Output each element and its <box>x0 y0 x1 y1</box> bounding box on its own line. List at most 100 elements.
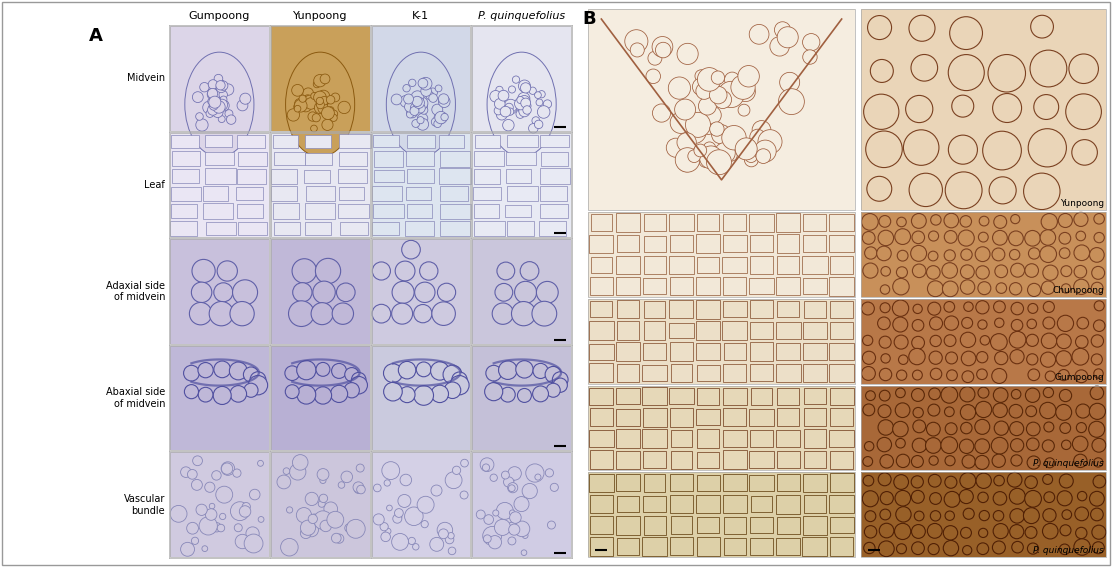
Circle shape <box>894 475 909 489</box>
Circle shape <box>437 522 453 538</box>
Circle shape <box>419 106 428 115</box>
Circle shape <box>506 108 514 115</box>
Circle shape <box>244 367 259 382</box>
Circle shape <box>300 528 311 539</box>
Bar <box>696 277 719 295</box>
Circle shape <box>944 231 957 243</box>
Circle shape <box>408 538 416 544</box>
Circle shape <box>215 103 221 110</box>
Circle shape <box>529 87 536 94</box>
Circle shape <box>688 150 701 163</box>
Bar <box>371 26 470 130</box>
Circle shape <box>493 303 514 324</box>
Circle shape <box>508 485 515 492</box>
Circle shape <box>401 240 420 259</box>
Circle shape <box>865 247 877 259</box>
Circle shape <box>1076 404 1090 418</box>
Circle shape <box>1074 279 1089 294</box>
Bar <box>371 239 470 344</box>
Bar <box>507 187 538 201</box>
Circle shape <box>960 439 974 454</box>
Circle shape <box>312 281 336 303</box>
Bar <box>697 365 719 381</box>
Circle shape <box>214 97 221 105</box>
Circle shape <box>316 362 330 376</box>
Bar <box>724 538 745 555</box>
Bar <box>588 386 855 470</box>
Circle shape <box>299 95 306 102</box>
Circle shape <box>961 280 975 294</box>
Circle shape <box>929 388 941 400</box>
Circle shape <box>497 262 515 280</box>
Circle shape <box>318 500 325 507</box>
Circle shape <box>546 383 560 397</box>
Circle shape <box>931 215 941 225</box>
Bar <box>723 408 746 426</box>
Bar <box>406 188 431 200</box>
Circle shape <box>517 388 532 403</box>
Bar <box>669 495 694 513</box>
Circle shape <box>314 81 320 88</box>
Circle shape <box>553 378 567 392</box>
Circle shape <box>314 74 326 87</box>
Circle shape <box>1090 386 1103 400</box>
Bar <box>804 235 826 252</box>
Circle shape <box>384 480 390 486</box>
Circle shape <box>1094 232 1104 243</box>
Circle shape <box>931 368 942 380</box>
Bar <box>861 9 1106 210</box>
Circle shape <box>929 456 939 465</box>
Bar <box>170 452 269 557</box>
Bar <box>804 451 826 468</box>
Circle shape <box>976 473 991 488</box>
Bar <box>697 214 719 231</box>
Circle shape <box>414 304 431 323</box>
Circle shape <box>980 336 990 345</box>
Circle shape <box>1040 403 1056 418</box>
Circle shape <box>1093 475 1105 488</box>
Bar <box>723 321 747 340</box>
Circle shape <box>304 95 311 103</box>
Circle shape <box>631 43 644 57</box>
Bar <box>616 277 641 295</box>
Bar <box>751 365 773 382</box>
Bar <box>170 26 269 130</box>
Circle shape <box>516 361 533 378</box>
Bar <box>339 187 364 200</box>
Circle shape <box>335 534 344 543</box>
Bar <box>588 9 855 210</box>
Circle shape <box>1042 523 1058 539</box>
Circle shape <box>208 98 215 105</box>
Circle shape <box>504 472 515 483</box>
Circle shape <box>191 537 199 544</box>
Circle shape <box>1026 438 1039 451</box>
Bar <box>861 212 1106 297</box>
Circle shape <box>245 534 262 553</box>
Circle shape <box>725 72 739 87</box>
Circle shape <box>1093 458 1103 467</box>
Bar <box>306 187 335 201</box>
Bar <box>861 299 1106 383</box>
Bar <box>371 239 470 344</box>
Bar <box>407 151 435 166</box>
Bar <box>776 494 801 514</box>
Circle shape <box>206 109 214 117</box>
Circle shape <box>485 383 503 401</box>
Bar <box>270 346 369 450</box>
Bar <box>671 451 692 469</box>
Circle shape <box>712 125 731 144</box>
Circle shape <box>1043 265 1058 280</box>
Circle shape <box>909 348 925 365</box>
Bar <box>371 346 470 450</box>
Text: Vascular
bundle: Vascular bundle <box>123 494 165 515</box>
Bar <box>777 234 800 253</box>
Circle shape <box>1010 350 1024 364</box>
Circle shape <box>1075 370 1088 383</box>
Circle shape <box>895 388 905 397</box>
Bar <box>724 517 745 534</box>
Circle shape <box>405 507 424 526</box>
Circle shape <box>895 490 911 506</box>
Circle shape <box>696 83 713 99</box>
Circle shape <box>1072 348 1089 365</box>
Circle shape <box>945 172 982 209</box>
